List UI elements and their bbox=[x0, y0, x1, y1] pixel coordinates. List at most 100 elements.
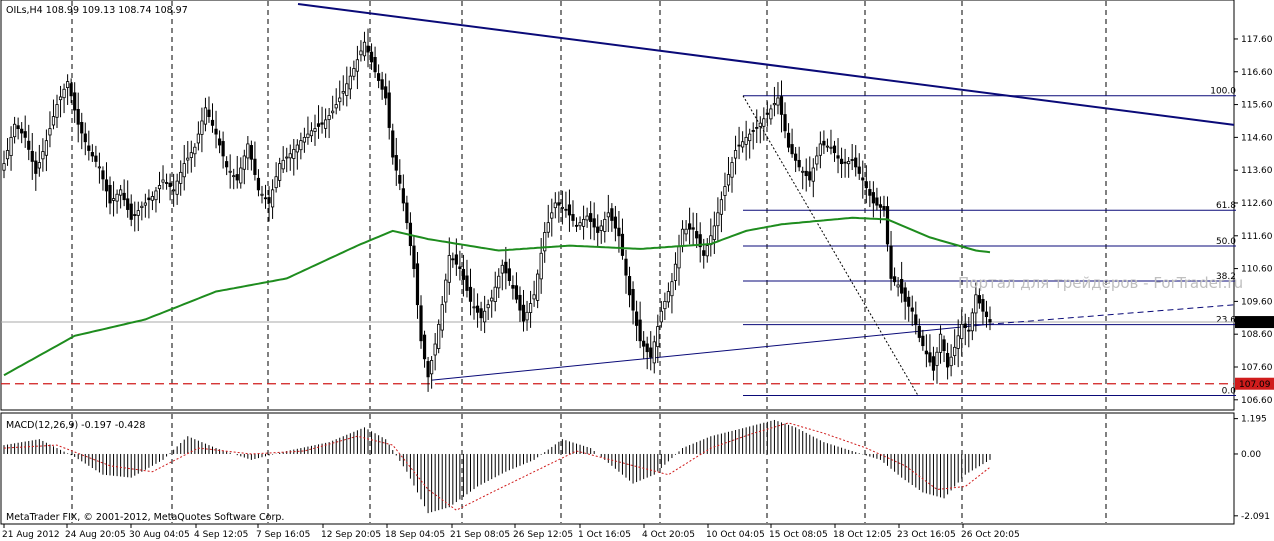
candle-body bbox=[624, 258, 628, 276]
time-tick-label: 4 Sep 12:05 bbox=[194, 530, 248, 540]
candle-body bbox=[55, 104, 59, 118]
candle-body bbox=[228, 170, 232, 173]
candle-body bbox=[571, 214, 575, 221]
candle-body bbox=[935, 351, 939, 366]
candle-body bbox=[249, 145, 253, 160]
candle-body bbox=[302, 136, 306, 143]
candle-body bbox=[790, 144, 794, 155]
time-tick-label: 15 Oct 08:05 bbox=[769, 530, 828, 540]
candle-body bbox=[737, 144, 741, 147]
candle-body bbox=[111, 198, 116, 201]
candle-body bbox=[652, 341, 656, 364]
candle-body bbox=[465, 275, 469, 291]
candle-body bbox=[751, 130, 755, 132]
candle-body bbox=[596, 226, 600, 233]
candle-body bbox=[589, 213, 593, 222]
time-tick-label: 18 Oct 12:05 bbox=[833, 530, 892, 540]
candle-body bbox=[217, 138, 222, 146]
price-tick-label: 113.60 bbox=[1241, 166, 1273, 176]
candle-body bbox=[723, 186, 727, 196]
price-tick-label: 108.60 bbox=[1241, 330, 1273, 340]
candle-body bbox=[557, 202, 561, 206]
candle-body bbox=[143, 202, 147, 206]
candle-body bbox=[292, 149, 296, 159]
chart-header: OILs,H4 108.99 109.13 108.74 108.97 bbox=[6, 5, 188, 16]
candle-body bbox=[794, 153, 798, 161]
candle-body bbox=[242, 155, 246, 170]
candle-body bbox=[642, 340, 646, 347]
candle-body bbox=[525, 311, 529, 321]
candle-body bbox=[9, 136, 13, 156]
candle-body bbox=[422, 334, 427, 360]
candle-body bbox=[956, 335, 960, 349]
candle-body bbox=[638, 319, 642, 342]
moving-average bbox=[3, 216, 991, 377]
candle-body bbox=[977, 295, 981, 304]
candle-body bbox=[949, 356, 953, 367]
candle-body bbox=[521, 304, 526, 322]
candle-body bbox=[719, 199, 724, 215]
candle-body bbox=[850, 159, 854, 161]
candle-body bbox=[617, 227, 621, 237]
candle-body bbox=[189, 152, 193, 158]
candle-body bbox=[564, 208, 568, 211]
candle-body bbox=[16, 125, 20, 130]
candle-body bbox=[868, 189, 872, 196]
candle-body bbox=[270, 189, 275, 208]
candle-body bbox=[377, 73, 381, 81]
candle-body bbox=[94, 155, 98, 162]
macd-indicator bbox=[3, 419, 991, 514]
current-price-label: 108.97 bbox=[1239, 319, 1271, 329]
candle-body bbox=[917, 325, 921, 338]
price-tick-label: 109.60 bbox=[1241, 297, 1273, 307]
trend-lines bbox=[1, 3, 1237, 385]
candle-body bbox=[140, 205, 144, 208]
candle-body bbox=[875, 197, 879, 206]
candle-body bbox=[592, 218, 596, 228]
candle-body bbox=[483, 310, 487, 323]
candle-body bbox=[175, 180, 179, 195]
candle-body bbox=[30, 150, 34, 162]
candle-body bbox=[882, 205, 886, 210]
price-tick-label: 116.60 bbox=[1241, 68, 1273, 78]
candle-body bbox=[892, 276, 897, 283]
candle-body bbox=[755, 126, 759, 129]
candle-body bbox=[716, 212, 720, 227]
candle-body bbox=[90, 152, 94, 157]
candle-body bbox=[539, 252, 543, 280]
price-tick-label: 106.60 bbox=[1241, 396, 1273, 406]
candle-body bbox=[468, 286, 473, 302]
candle-body bbox=[574, 224, 579, 227]
candle-body bbox=[610, 208, 614, 221]
price-tick-label: 110.60 bbox=[1241, 265, 1273, 275]
candle-body bbox=[871, 192, 875, 204]
candle-body bbox=[490, 297, 494, 302]
candle-body bbox=[122, 192, 126, 201]
candle-body bbox=[461, 268, 466, 280]
candle-body bbox=[825, 145, 830, 148]
fibonacci-level-label: 100.0 bbox=[1210, 87, 1236, 97]
candle-body bbox=[730, 162, 734, 178]
candle-body bbox=[963, 323, 967, 329]
candle-body bbox=[854, 157, 858, 168]
candle-body bbox=[631, 288, 635, 311]
macd-tick-label: 1.195 bbox=[1241, 415, 1267, 425]
candle-body bbox=[472, 306, 476, 309]
candle-body bbox=[48, 128, 52, 136]
candle-body bbox=[878, 204, 883, 208]
candle-body bbox=[974, 294, 978, 314]
candle-body bbox=[712, 225, 716, 240]
candle-body bbox=[543, 232, 547, 252]
candle-body bbox=[359, 50, 363, 56]
footer-copyright: MetaTrader FIX, © 2001-2012, MetaQuotes … bbox=[6, 512, 284, 523]
candle-body bbox=[214, 128, 218, 135]
candle-body bbox=[207, 109, 211, 117]
candle-body bbox=[864, 181, 868, 189]
candle-body bbox=[938, 333, 943, 353]
candle-body bbox=[384, 86, 388, 99]
moving-average-line bbox=[3, 216, 991, 377]
candle-body bbox=[698, 234, 702, 248]
candle-body bbox=[119, 189, 123, 196]
candle-body bbox=[649, 347, 653, 358]
candle-body bbox=[818, 143, 822, 156]
